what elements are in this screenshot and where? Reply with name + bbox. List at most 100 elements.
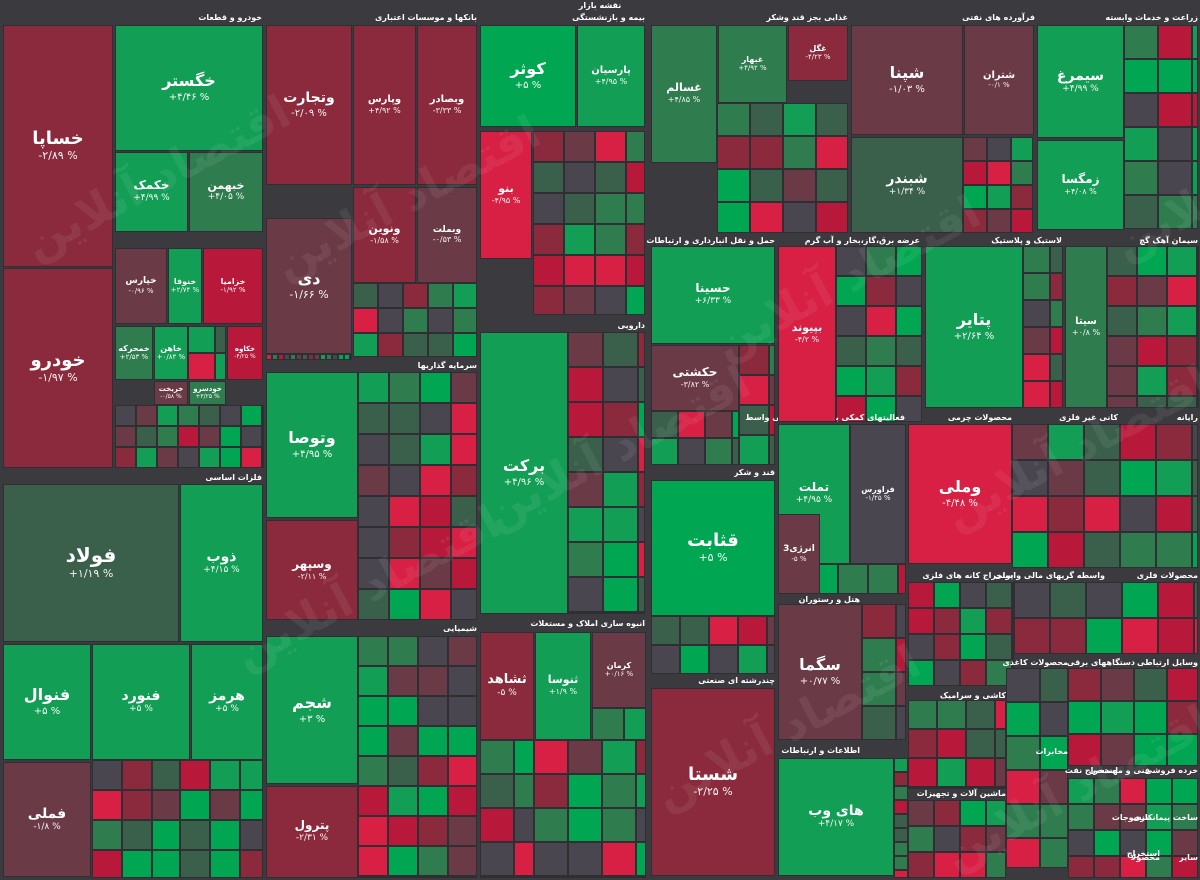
minor-stock-tile[interactable] <box>680 645 709 674</box>
minor-stock-tile[interactable] <box>1101 734 1134 766</box>
minor-stock-tile[interactable] <box>1167 276 1197 306</box>
minor-stock-tile[interactable] <box>651 411 678 438</box>
stock-tile[interactable]: وتوصا +۴/۹۵ % <box>266 372 358 518</box>
minor-stock-tile[interactable] <box>451 372 477 403</box>
minor-stock-tile[interactable] <box>358 696 388 726</box>
minor-stock-tile[interactable] <box>862 672 896 706</box>
minor-stock-tile[interactable] <box>1107 396 1137 408</box>
minor-stock-tile[interactable] <box>353 333 378 357</box>
minor-stock-tile[interactable] <box>152 760 180 790</box>
minor-stock-tile[interactable] <box>896 396 922 422</box>
minor-stock-tile[interactable] <box>908 826 934 852</box>
minor-stock-tile[interactable] <box>638 507 645 542</box>
minor-stock-tile[interactable] <box>290 354 296 360</box>
minor-stock-tile[interactable] <box>1068 856 1094 878</box>
minor-stock-tile[interactable] <box>320 354 326 360</box>
minor-stock-tile[interactable] <box>308 354 314 360</box>
minor-stock-tile[interactable] <box>1194 582 1198 618</box>
minor-stock-tile[interactable] <box>220 447 241 468</box>
minor-stock-tile[interactable] <box>389 496 420 527</box>
minor-stock-tile[interactable] <box>966 758 995 787</box>
minor-stock-tile[interactable] <box>1124 93 1158 127</box>
minor-stock-tile[interactable] <box>908 582 934 608</box>
stock-tile[interactable]: فنوال +۵ % <box>3 644 91 760</box>
minor-stock-tile[interactable] <box>894 772 908 786</box>
minor-stock-tile[interactable] <box>1192 460 1198 496</box>
minor-stock-tile[interactable] <box>602 774 636 808</box>
minor-stock-tile[interactable] <box>344 354 350 360</box>
minor-stock-tile[interactable] <box>428 283 453 308</box>
minor-stock-tile[interactable] <box>1167 366 1197 396</box>
minor-stock-tile[interactable] <box>769 375 775 405</box>
stock-tile[interactable]: دی -۱/۶۶ % <box>266 218 352 354</box>
minor-stock-tile[interactable] <box>995 758 1006 787</box>
minor-stock-tile[interactable] <box>1158 161 1192 195</box>
minor-stock-tile[interactable] <box>388 846 418 876</box>
minor-stock-tile[interactable] <box>1048 460 1084 496</box>
minor-stock-tile[interactable] <box>210 790 240 820</box>
minor-stock-tile[interactable] <box>1158 195 1192 229</box>
minor-stock-tile[interactable] <box>603 367 638 402</box>
minor-stock-tile[interactable] <box>1006 736 1040 770</box>
stock-tile[interactable]: وتجارت -۲/۰۹ % <box>266 25 352 185</box>
stock-tile[interactable]: حکشتی -۳/۸۲ % <box>651 345 739 411</box>
minor-stock-tile[interactable] <box>266 354 272 360</box>
minor-stock-tile[interactable] <box>215 353 226 380</box>
minor-stock-tile[interactable] <box>1197 276 1199 306</box>
minor-stock-tile[interactable] <box>750 169 783 202</box>
minor-stock-tile[interactable] <box>418 696 448 726</box>
minor-stock-tile[interactable] <box>210 850 240 878</box>
minor-stock-tile[interactable] <box>240 820 263 850</box>
minor-stock-tile[interactable] <box>934 826 960 852</box>
minor-stock-tile[interactable] <box>1137 276 1167 306</box>
minor-stock-tile[interactable] <box>1023 327 1050 354</box>
minor-stock-tile[interactable] <box>568 402 603 437</box>
minor-stock-tile[interactable] <box>418 816 448 846</box>
minor-stock-tile[interactable] <box>568 367 603 402</box>
minor-stock-tile[interactable] <box>678 438 705 465</box>
minor-stock-tile[interactable] <box>448 816 477 846</box>
minor-stock-tile[interactable] <box>480 774 514 808</box>
minor-stock-tile[interactable] <box>358 636 388 666</box>
minor-stock-tile[interactable] <box>514 808 534 842</box>
minor-stock-tile[interactable] <box>1094 778 1120 804</box>
minor-stock-tile[interactable] <box>1050 246 1063 273</box>
minor-stock-tile[interactable] <box>960 634 986 660</box>
minor-stock-tile[interactable] <box>896 306 922 336</box>
minor-stock-tile[interactable] <box>240 760 263 790</box>
minor-stock-tile[interactable] <box>199 405 220 426</box>
minor-stock-tile[interactable] <box>188 353 215 380</box>
minor-stock-tile[interactable] <box>1167 306 1197 336</box>
minor-stock-tile[interactable] <box>1050 381 1063 408</box>
minor-stock-tile[interactable] <box>1006 838 1040 868</box>
minor-stock-tile[interactable] <box>420 403 451 434</box>
minor-stock-tile[interactable] <box>866 276 896 306</box>
minor-stock-tile[interactable] <box>896 638 906 672</box>
minor-stock-tile[interactable] <box>1023 381 1050 408</box>
minor-stock-tile[interactable] <box>451 527 477 558</box>
minor-stock-tile[interactable] <box>638 577 645 612</box>
minor-stock-tile[interactable] <box>898 564 906 594</box>
minor-stock-tile[interactable] <box>180 760 210 790</box>
minor-stock-tile[interactable] <box>1158 25 1192 59</box>
minor-stock-tile[interactable] <box>453 333 477 357</box>
minor-stock-tile[interactable] <box>388 696 418 726</box>
stock-tile[interactable]: حسینا +۶/۳۳ % <box>651 246 775 344</box>
minor-stock-tile[interactable] <box>1197 246 1199 276</box>
minor-stock-tile[interactable] <box>638 472 645 507</box>
minor-stock-tile[interactable] <box>564 162 595 193</box>
minor-stock-tile[interactable] <box>1068 734 1101 766</box>
minor-stock-tile[interactable] <box>378 308 403 333</box>
minor-stock-tile[interactable] <box>963 137 987 161</box>
minor-stock-tile[interactable] <box>1107 336 1137 366</box>
minor-stock-tile[interactable] <box>1158 93 1192 127</box>
stock-tile[interactable]: خمحرکه +۲/۵۳ % <box>115 326 153 380</box>
minor-stock-tile[interactable] <box>624 708 646 740</box>
minor-stock-tile[interactable] <box>987 185 1011 209</box>
minor-stock-tile[interactable] <box>986 852 1006 878</box>
minor-stock-tile[interactable] <box>564 286 595 315</box>
minor-stock-tile[interactable] <box>739 345 769 375</box>
minor-stock-tile[interactable] <box>332 354 338 360</box>
stock-tile[interactable]: خاهن +۰/۸۴ % <box>154 326 188 380</box>
minor-stock-tile[interactable] <box>388 756 418 786</box>
